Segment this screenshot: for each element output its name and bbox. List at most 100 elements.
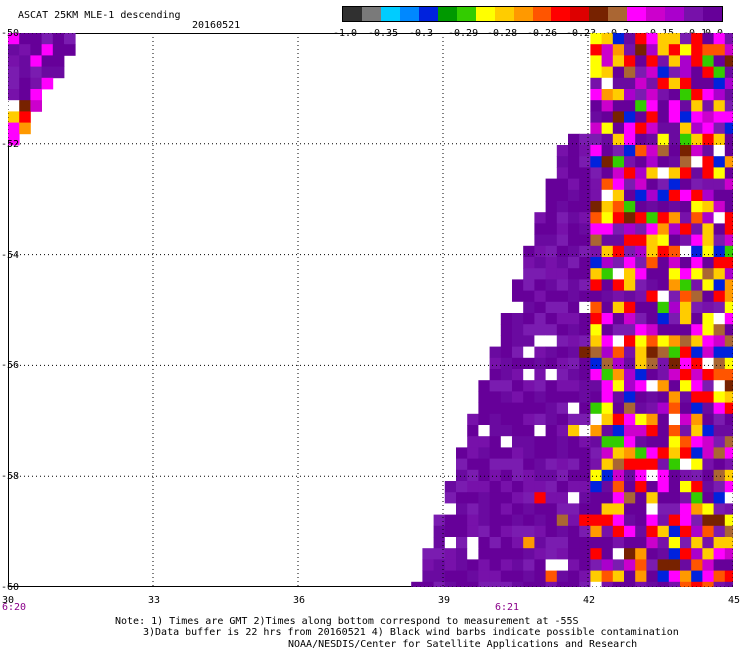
swath-cell: [624, 77, 636, 90]
swath-cell: [713, 133, 726, 146]
swath-cell: [624, 290, 636, 303]
swath-cell: [579, 290, 591, 303]
swath-cell: [534, 402, 546, 415]
swath-cell: [601, 492, 614, 504]
swath-cell: [702, 301, 714, 314]
swath-cell: [601, 133, 614, 146]
swath-cell: [489, 357, 502, 370]
swath-cell: [680, 156, 692, 168]
note-line-3: NOAA/NESDIS/Center for Satellite Applica…: [288, 639, 638, 650]
swath-cell: [478, 436, 490, 448]
swath-cell: [512, 548, 524, 560]
swath-cell: [713, 100, 726, 112]
swath-cell: [568, 212, 580, 224]
swath-cell: [568, 492, 580, 504]
swath-cell: [579, 413, 591, 426]
swath-cell: [624, 167, 636, 179]
swath-cell: [624, 559, 636, 571]
swath-cell: [624, 525, 636, 538]
swath-cell: [579, 257, 591, 269]
swath-cell: [545, 447, 558, 459]
swath-cell: [624, 66, 636, 79]
swath-cell: [702, 548, 714, 560]
swath-cell: [657, 481, 670, 493]
swath-cell: [579, 581, 591, 587]
swath-cell: [512, 346, 524, 359]
swath-cell: [500, 525, 513, 538]
swath-cell: [590, 89, 602, 101]
colorbar-swatch: [343, 7, 362, 21]
swath-cell: [590, 402, 602, 415]
swath-cell: [556, 145, 569, 157]
swath-cell: [624, 391, 636, 403]
swath-cell: [702, 66, 714, 79]
swath-cell: [635, 402, 647, 415]
swath-cell: [646, 469, 658, 482]
swath-cell: [668, 290, 681, 303]
swath-cell: [713, 335, 726, 347]
swath-cell: [489, 559, 502, 571]
swath-cell: [601, 357, 614, 370]
swath-cell: [612, 335, 625, 347]
swath-cell: [646, 425, 658, 437]
swath-cell: [702, 55, 714, 67]
swath-cell: [568, 503, 580, 515]
swath-cell: [489, 346, 502, 359]
swath-cell: [579, 324, 591, 336]
swath-cell: [500, 391, 513, 403]
swath-cell: [579, 481, 591, 493]
swath-cell: [500, 380, 513, 392]
swath-cell: [612, 245, 625, 258]
colorbar-swatch: [665, 7, 685, 21]
swath-cell: [523, 436, 535, 448]
swath-cell: [556, 391, 569, 403]
swath-cell: [657, 413, 670, 426]
swath-cell: [612, 279, 625, 291]
swath-cell: [500, 402, 513, 415]
swath-cell: [579, 357, 591, 370]
swath-cell: [523, 559, 535, 571]
swath-cell: [456, 469, 468, 482]
swath-cell: [680, 55, 692, 67]
swath-cell: [724, 245, 733, 258]
swath-cell: [467, 570, 479, 583]
swath-cell: [489, 413, 502, 426]
swath-cell: [668, 55, 681, 67]
swath-cell: [545, 178, 558, 191]
colorbar-swatch: [570, 7, 590, 21]
swath-cell: [601, 537, 614, 549]
swath-cell: [657, 335, 670, 347]
swath-cell: [657, 257, 670, 269]
swath-cell: [646, 481, 658, 493]
swath-cell: [556, 570, 569, 583]
swath-cell: [579, 559, 591, 571]
swath-cell: [624, 425, 636, 437]
swath-cell: [568, 525, 580, 538]
swath-cell: [534, 548, 546, 560]
swath-cell: [713, 33, 726, 45]
swath-cell: [30, 100, 42, 112]
swath-cell: [724, 66, 733, 79]
swath-cell: [534, 537, 546, 549]
swath-cell: [579, 212, 591, 224]
swath-cell: [512, 380, 524, 392]
swath-cell: [635, 346, 647, 359]
swath-cell: [568, 167, 580, 179]
swath-cell: [680, 346, 692, 359]
swath-cell: [702, 525, 714, 538]
swath-cell: [500, 570, 513, 583]
swath-cell: [668, 380, 681, 392]
swath-cell: [590, 55, 602, 67]
latitude-tick-label: -50: [1, 28, 20, 39]
swath-cell: [668, 133, 681, 146]
swath-cell: [691, 313, 703, 325]
swath-cell: [657, 402, 670, 415]
swath-cell: [512, 469, 524, 482]
swath-cell: [568, 279, 580, 291]
swath-cell: [556, 279, 569, 291]
swath-cell: [30, 44, 42, 56]
swath-cell: [680, 581, 692, 587]
swath-cell: [478, 413, 490, 426]
swath-cell: [702, 469, 714, 482]
swath-cell: [657, 223, 670, 235]
